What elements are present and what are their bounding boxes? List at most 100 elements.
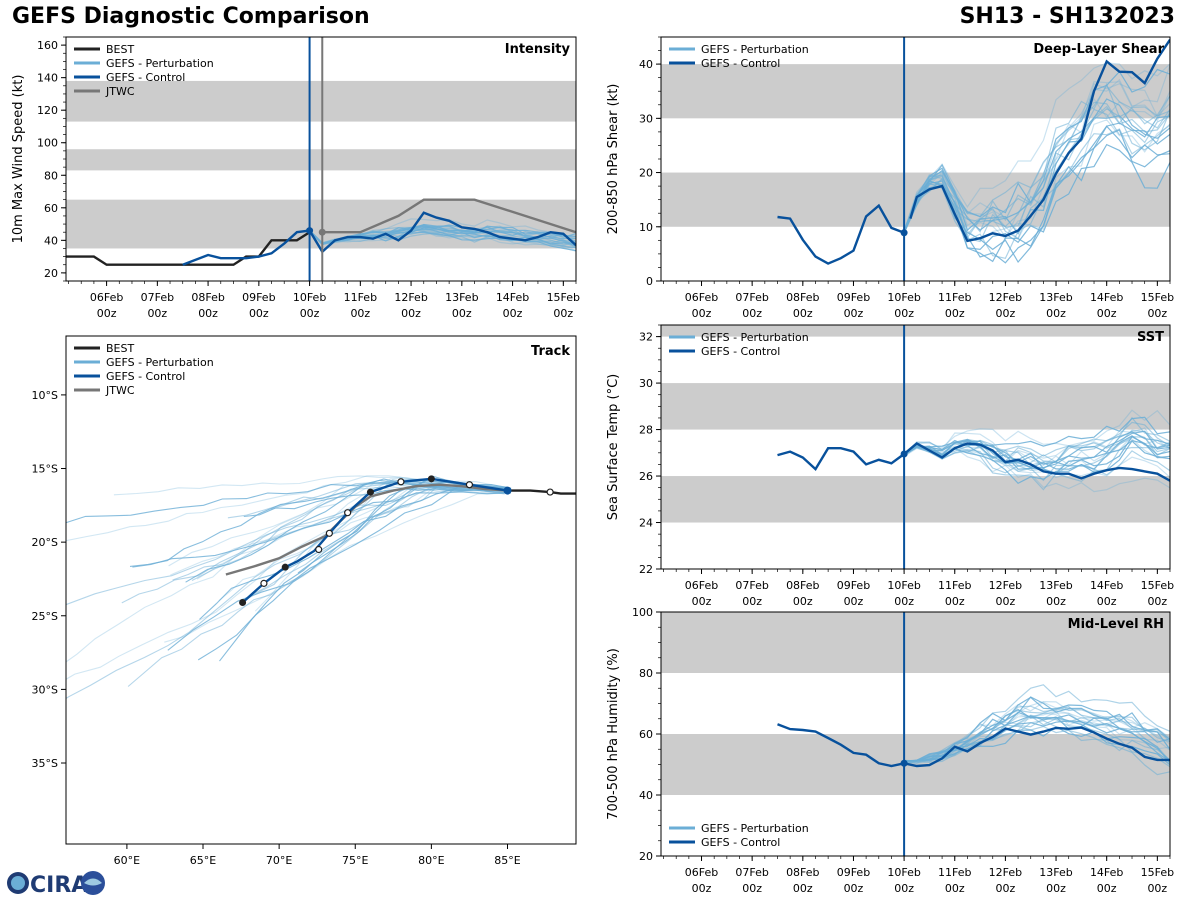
shear-xtick-label: 00z [692,307,712,320]
rh-ytick-label: 100 [632,606,653,619]
shear-ytick-label: 40 [639,58,653,71]
sst-xtick-label: 15Feb [1141,579,1174,592]
track-ytick-label: 25°S [32,610,58,623]
sst-xtick-label: 09Feb [837,579,870,592]
shear-xtick-label: 00z [1097,307,1117,320]
sst-xtick-label: 00z [894,595,914,608]
track-perturbation-line [185,481,508,583]
intensity-band-0 [66,199,576,249]
shear-xtick-label: 15Feb [1141,291,1174,304]
rh-xtick-label: 15Feb [1141,866,1174,879]
track-ytick-label: 20°S [32,536,58,549]
shear-xtick-label: 00z [945,307,965,320]
intensity-xtick-label: 00z [350,307,370,320]
shear-xtick-label: 00z [1147,307,1167,320]
legend-label-best: BEST [106,342,134,355]
track-ytick-label: 15°S [32,463,58,476]
sst-xtick-label: 00z [945,595,965,608]
sst-analysis-point [900,450,908,458]
shear-perturbation-line [903,119,1170,242]
intensity-ytick-label: 60 [44,202,58,215]
rh-xtick-label: 00z [692,882,712,895]
track-current-position [503,486,512,495]
track-perturbation-line [132,491,510,568]
shear-ytick-label: 20 [639,167,653,180]
sst-ytick-label: 32 [639,331,653,344]
legend-label-gefs-perturbation: GEFS - Perturbation [701,822,809,835]
sst-xtick-label: 00z [1097,595,1117,608]
rh-xtick-label: 06Feb [685,866,718,879]
shear-perturbation-line [903,83,1170,233]
shear-xtick-label: 00z [1046,307,1066,320]
legend-label-gefs-perturbation: GEFS - Perturbation [106,57,214,70]
intensity-analysis-point [306,227,314,235]
track-plot-area [66,475,576,700]
sst-perturbation-line [903,429,1170,457]
shear-xtick-label: 00z [742,307,762,320]
intensity-xtick-label: 06Feb [90,291,123,304]
sst-plot-area [661,325,1170,569]
intensity-xtick-label: 08Feb [191,291,224,304]
shear-xtick-label: 00z [793,307,813,320]
sst-xtick-label: 00z [1147,595,1167,608]
rh-perturbation-line [903,712,1170,764]
track-series-best [507,489,576,495]
figure-title: GEFS Diagnostic Comparison [12,4,370,29]
shear-ytick-label: 30 [639,112,653,125]
shear-perturbation-line [903,129,1170,264]
intensity-ytick-label: 80 [44,169,58,182]
sst-perturbation-line [903,432,1170,467]
shear-xtick-label: 06Feb [685,291,718,304]
shear-series-gefs-control [909,39,1170,243]
sst-xtick-label: 11Feb [938,579,971,592]
track-title: Track [531,344,570,359]
track-xtick-label: 60°E [114,854,140,867]
shear-series-gefs-control [777,203,905,265]
sst-xtick-label: 10Feb [887,579,920,592]
shear-xtick-label: 00z [894,307,914,320]
sst-band-0 [661,476,1170,523]
track-perturbation-line [66,483,508,606]
intensity-ytick-label: 100 [37,137,58,150]
track-perturbation-line [66,483,510,663]
legend-label-gefs-control: GEFS - Control [701,345,780,358]
legend-label-gefs-perturbation: GEFS - Perturbation [106,356,214,369]
rh-perturbation-line [904,705,1170,763]
sst-perturbation-line [903,440,1170,473]
legend-label-gefs-control: GEFS - Control [106,370,185,383]
track-perturbation-line [218,484,511,602]
track-marker [239,599,247,607]
intensity-xtick-label: 15Feb [547,291,580,304]
shear-perturbation-line [903,68,1170,232]
rh-xtick-label: 00z [1097,882,1117,895]
rh-perturbation-line [904,712,1170,764]
sst-ylabel: Sea Surface Temp (°C) [606,374,621,521]
sst-perturbation-line [903,409,1170,455]
legend-label-best: BEST [106,43,134,56]
legend-label-jtwc: JTWC [105,85,135,98]
shear-ytick-label: 0 [646,275,653,288]
intensity-band-2 [66,80,576,122]
rh-series-gefs-control [777,723,1170,768]
logo-text: CIRA [30,873,88,898]
sst-perturbation-line [903,447,1170,476]
sst-title: SST [1137,330,1164,345]
shear-perturbation-line [903,108,1170,243]
rh-perturbation-line [904,715,1170,764]
legend-label-gefs-control: GEFS - Control [701,57,780,70]
track-perturbation-line [196,486,512,580]
track-xtick-label: 80°E [418,854,444,867]
intensity-xtick-label: 00z [503,307,523,320]
track-xtick-label: 65°E [190,854,216,867]
shear-band-1 [661,64,1170,119]
track-xtick-label: 75°E [342,854,368,867]
legend-label-gefs-perturbation: GEFS - Perturbation [701,43,809,56]
intensity-xtick-label: 00z [300,307,320,320]
track-series-gefs-control [241,477,508,604]
track-marker [427,475,435,483]
intensity-xtick-label: 10Feb [293,291,326,304]
track-marker-open [465,481,474,489]
shear-xtick-label: 12Feb [989,291,1022,304]
track-marker-open [397,478,405,486]
